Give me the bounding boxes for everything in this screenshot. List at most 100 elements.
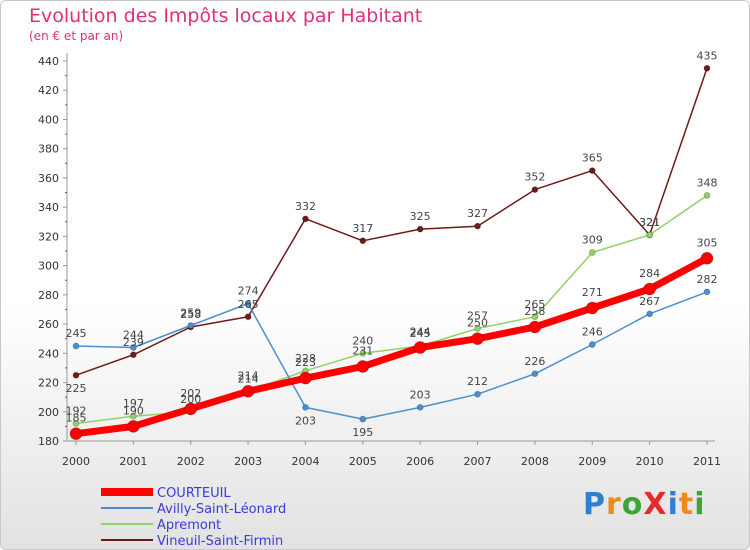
series-line-vineuil-saint-firmin [75, 67, 708, 376]
data-label-avilly-saint-l-onard: 212 [467, 375, 488, 388]
data-label-courteuil: 231 [352, 344, 373, 357]
chart-title: Evolution des Impôts locaux par Habitant [29, 5, 423, 27]
x-tick-label: 2005 [349, 455, 377, 468]
data-point-avilly-saint-l-onard [359, 415, 367, 423]
data-label-apremont: 228 [295, 352, 316, 365]
legend: COURTEUILAvilly-Saint-LéonardApremontVin… [101, 486, 286, 549]
x-tick-label: 2011 [693, 455, 721, 468]
data-label-apremont: 214 [238, 372, 259, 385]
data-point-vineuil-saint-firmin [531, 186, 539, 194]
data-point-avilly-saint-l-onard [302, 403, 309, 411]
y-tick-label: 240 [38, 347, 59, 360]
data-point-avilly-saint-l-onard [244, 300, 252, 308]
y-tick-label: 280 [38, 289, 59, 302]
data-point-avilly-saint-l-onard [474, 390, 481, 398]
data-point-courteuil [241, 384, 255, 398]
logo-letter: t [678, 487, 695, 522]
x-tick-label: 2000 [62, 455, 90, 468]
data-label-courteuil: 202 [180, 387, 201, 400]
data-label-courteuil: 284 [639, 267, 660, 280]
y-tick-label: 180 [38, 435, 59, 448]
data-point-avilly-saint-l-onard [703, 288, 711, 296]
data-point-apremont [474, 325, 481, 332]
data-label-avilly-saint-l-onard: 267 [639, 295, 660, 308]
data-label-avilly-saint-l-onard: 203 [295, 414, 316, 427]
data-label-vineuil-saint-firmin: 258 [180, 308, 201, 321]
logo-letter: i [667, 487, 679, 522]
data-point-vineuil-saint-firmin [359, 237, 367, 245]
logo-letter: X [643, 487, 668, 522]
data-point-vineuil-saint-firmin [302, 215, 309, 223]
data-point-courteuil [299, 371, 312, 385]
x-tick-label: 2010 [636, 455, 664, 468]
data-label-courteuil: 258 [524, 305, 545, 318]
data-label-avilly-saint-l-onard: 282 [697, 273, 718, 286]
series-layer [69, 64, 714, 441]
x-tick-label: 2006 [406, 455, 434, 468]
data-label-apremont: 265 [524, 298, 545, 311]
data-label-courteuil: 271 [582, 286, 603, 299]
legend-label-apremont: Apremont [157, 518, 221, 533]
data-label-avilly-saint-l-onard: 246 [582, 326, 603, 339]
data-point-avilly-saint-l-onard [72, 342, 80, 350]
data-point-courteuil [700, 251, 714, 265]
data-point-avilly-saint-l-onard [531, 370, 539, 378]
data-point-avilly-saint-l-onard [416, 403, 424, 411]
data-point-apremont [72, 420, 80, 427]
data-label-avilly-saint-l-onard: 203 [410, 388, 431, 401]
data-point-apremont [588, 249, 596, 256]
y-tick-label: 400 [38, 113, 59, 126]
data-point-vineuil-saint-firmin [129, 351, 137, 359]
data-label-courteuil: 305 [697, 236, 718, 249]
data-point-avilly-saint-l-onard [187, 322, 195, 329]
series-line-apremont [75, 194, 708, 425]
data-point-avilly-saint-l-onard [129, 344, 137, 351]
data-point-vineuil-saint-firmin [474, 222, 481, 230]
proxiti-logo: ProXiti [583, 487, 706, 522]
x-tick-label: 2004 [291, 455, 319, 468]
data-label-apremont: 240 [352, 334, 373, 347]
data-point-vineuil-saint-firmin [72, 371, 80, 379]
data-point-vineuil-saint-firmin [244, 313, 252, 321]
y-tick-label: 200 [38, 406, 59, 419]
logo-letter: i [694, 487, 706, 522]
data-point-courteuil [184, 402, 198, 416]
data-label-vineuil-saint-firmin: 239 [123, 336, 144, 349]
data-label-avilly-saint-l-onard: 195 [352, 426, 373, 439]
data-point-avilly-saint-l-onard [646, 310, 654, 318]
data-label-apremont: 321 [639, 216, 660, 229]
logo-letter: r [606, 487, 622, 522]
data-point-vineuil-saint-firmin [703, 64, 711, 72]
y-tick-label: 440 [38, 55, 59, 68]
x-tick-label: 2009 [578, 455, 606, 468]
data-point-vineuil-saint-firmin [588, 167, 596, 175]
x-tick-label: 2003 [234, 455, 262, 468]
data-label-vineuil-saint-firmin: 325 [410, 210, 431, 223]
x-tick-label: 2001 [119, 455, 147, 468]
y-tick-label: 380 [38, 143, 59, 156]
data-point-avilly-saint-l-onard [588, 341, 596, 348]
data-label-avilly-saint-l-onard: 244 [123, 328, 144, 341]
logo-letter: P [583, 487, 606, 522]
data-point-vineuil-saint-firmin [416, 225, 424, 233]
data-point-courteuil [471, 332, 484, 346]
data-label-avilly-saint-l-onard: 274 [238, 285, 259, 298]
data-label-courteuil: 190 [123, 404, 144, 417]
series-line-courteuil [72, 254, 711, 438]
data-label-courteuil: 250 [467, 317, 488, 330]
y-tick-label: 420 [38, 84, 59, 97]
data-point-courteuil [69, 427, 83, 441]
x-tick-label: 2002 [177, 455, 205, 468]
data-point-apremont [646, 231, 654, 239]
data-label-vineuil-saint-firmin: 321 [639, 216, 660, 229]
chart-subtitle: (en € et par an) [29, 29, 124, 43]
data-point-courteuil [528, 320, 542, 334]
data-point-courteuil [126, 419, 140, 433]
data-point-apremont [359, 349, 367, 357]
axes: 180 200 220 240 260 280 300 320 340 360 380 400 420 4… [38, 53, 721, 468]
data-label-avilly-saint-l-onard: 245 [66, 327, 87, 340]
data-label-vineuil-saint-firmin: 352 [524, 171, 545, 184]
data-label-vineuil-saint-firmin: 435 [697, 49, 718, 62]
